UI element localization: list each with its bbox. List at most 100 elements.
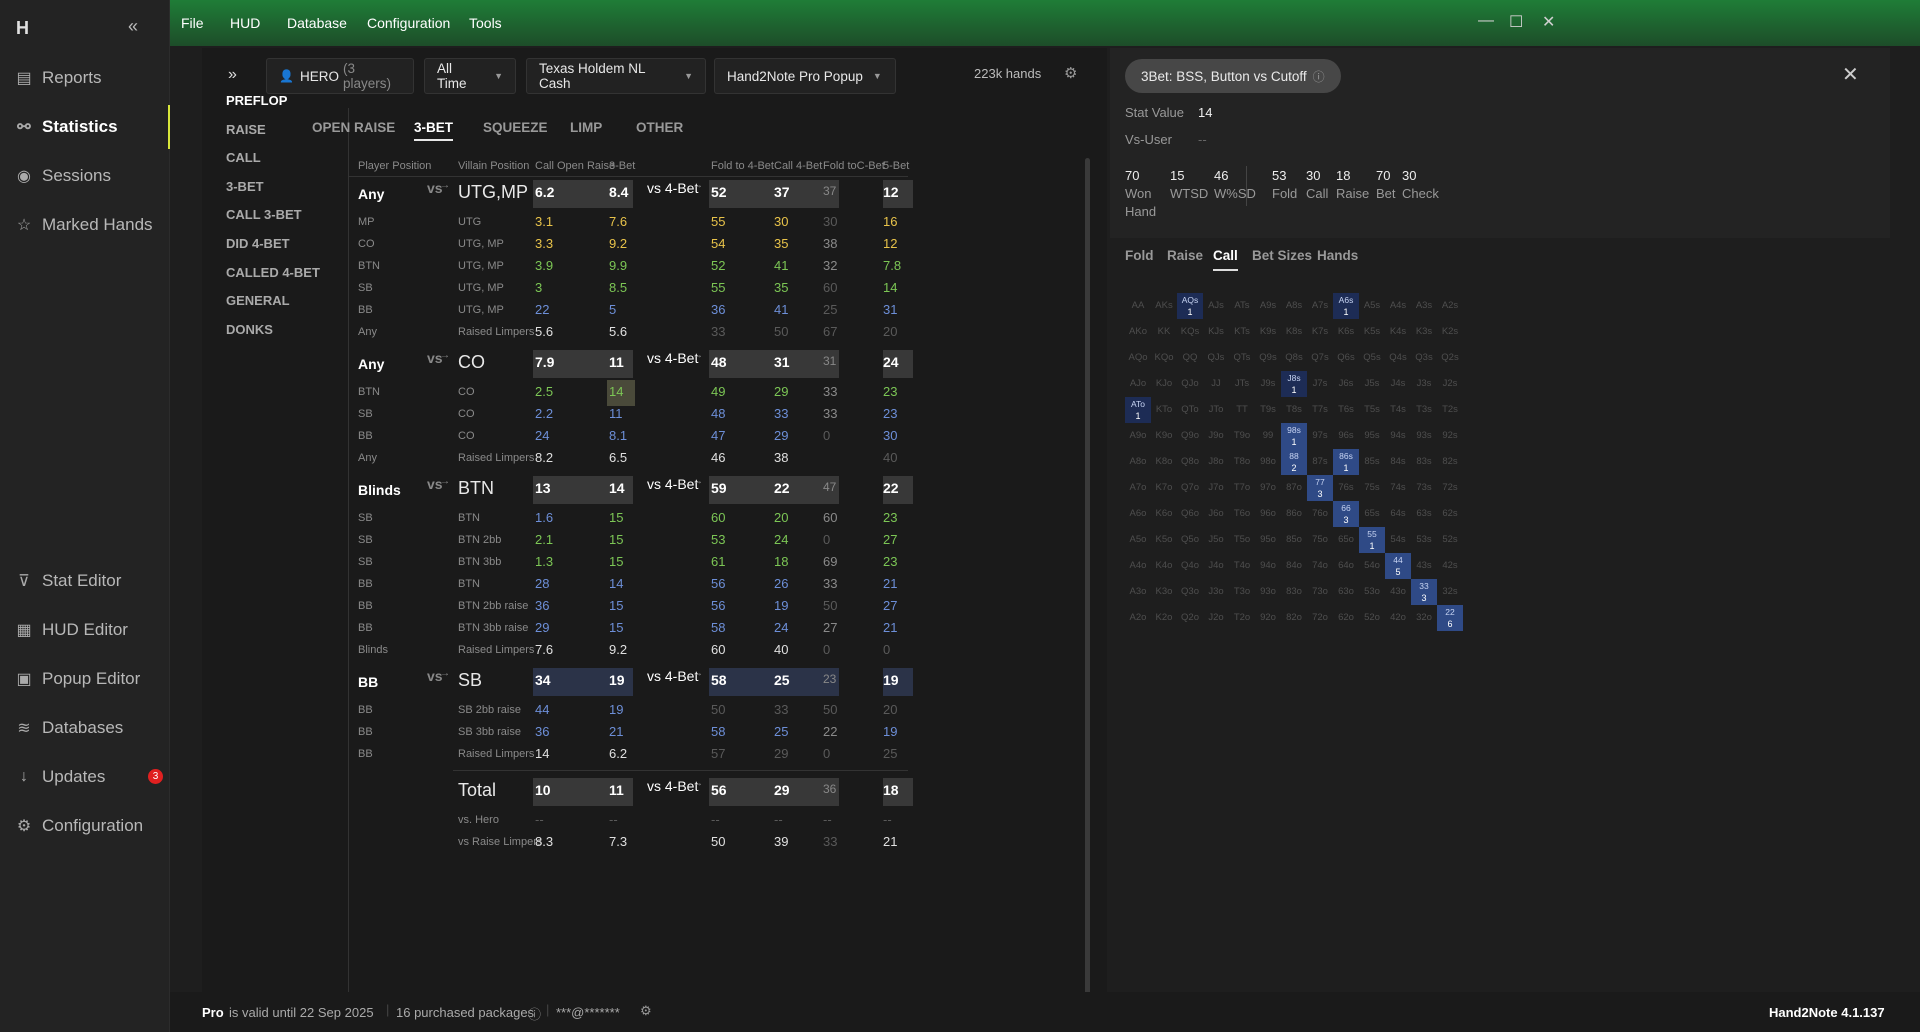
hand-cell[interactable]: T8s (1281, 397, 1307, 423)
hand-cell[interactable]: T8o (1229, 449, 1255, 475)
hand-cell[interactable]: K8o (1151, 449, 1177, 475)
category-3-bet[interactable]: 3-BET (226, 178, 264, 194)
hand-cell[interactable]: 95s (1359, 423, 1385, 449)
hand-cell[interactable]: 53s (1411, 527, 1437, 553)
tab-bet-sizes[interactable]: Bet Sizes (1252, 248, 1313, 263)
hand-cell[interactable]: T2o (1229, 605, 1255, 631)
hand-cell[interactable]: JTo (1203, 397, 1229, 423)
hand-cell[interactable]: 86s 1 (1333, 449, 1359, 475)
hand-cell[interactable]: 93s (1411, 423, 1437, 449)
hand-cell[interactable]: T5o (1229, 527, 1255, 553)
hand-cell[interactable]: 92o (1255, 605, 1281, 631)
hand-cell[interactable]: A8s (1281, 293, 1307, 319)
hand-cell[interactable]: 76s (1333, 475, 1359, 501)
tab-fold[interactable]: Fold (1125, 248, 1154, 263)
table-row[interactable]: BB BTN 2bb raise 36 15 56 19 50 27 (348, 594, 1068, 620)
tab-open-raise[interactable]: OPEN RAISE (312, 120, 396, 135)
hand-cell[interactable]: 85o (1281, 527, 1307, 553)
hand-cell[interactable]: T7o (1229, 475, 1255, 501)
hand-cell[interactable]: 33 3 (1411, 579, 1437, 605)
menu-database[interactable]: Database (287, 15, 347, 31)
table-row[interactable]: MP UTG 3.1 7.6 55 30 30 16 (348, 210, 1068, 236)
hand-cell[interactable]: 42s (1437, 553, 1463, 579)
hand-cell[interactable]: 54s (1385, 527, 1411, 553)
hand-cell[interactable]: T7s (1307, 397, 1333, 423)
hand-cell[interactable]: 95o (1255, 527, 1281, 553)
hand-cell[interactable]: 32o (1411, 605, 1437, 631)
hand-cell[interactable]: 62s (1437, 501, 1463, 527)
hand-cell[interactable]: K9s (1255, 319, 1281, 345)
table-row[interactable]: SB UTG, MP 3 8.5 55 35 60 14 (348, 276, 1068, 302)
hand-cell[interactable]: QJo (1177, 371, 1203, 397)
hand-cell[interactable]: 85s (1359, 449, 1385, 475)
hand-cell[interactable]: Q4o (1177, 553, 1203, 579)
hand-cell[interactable]: 94o (1255, 553, 1281, 579)
info-icon[interactable]: ⓘ (528, 1007, 542, 1022)
hand-cell[interactable]: Q5o (1177, 527, 1203, 553)
hand-cell[interactable]: A9s (1255, 293, 1281, 319)
hand-cell[interactable]: AA (1125, 293, 1151, 319)
hand-cell[interactable]: 92s (1437, 423, 1463, 449)
hand-cell[interactable]: 74s (1385, 475, 1411, 501)
hand-cell[interactable]: Q9s (1255, 345, 1281, 371)
hand-cell[interactable]: Q5s (1359, 345, 1385, 371)
table-row[interactable]: vs Raise Limpers 8.3 7.3 50 39 33 21 (348, 830, 1068, 856)
hand-cell[interactable]: 63s (1411, 501, 1437, 527)
hand-cell[interactable]: T5s (1359, 397, 1385, 423)
hand-cell[interactable]: J5o (1203, 527, 1229, 553)
hand-cell[interactable]: KJo (1151, 371, 1177, 397)
hand-cell[interactable]: K7s (1307, 319, 1333, 345)
hand-cell[interactable]: A2s (1437, 293, 1463, 319)
tab-hands[interactable]: Hands (1317, 248, 1359, 263)
menu-hud[interactable]: HUD (230, 15, 261, 31)
hand-cell[interactable]: KTs (1229, 319, 1255, 345)
hand-cell[interactable]: 62o (1333, 605, 1359, 631)
table-row[interactable]: BB BTN 3bb raise 29 15 58 24 27 21 (348, 616, 1068, 642)
hand-cell[interactable]: 54o (1359, 553, 1385, 579)
hand-cell[interactable]: A4o (1125, 553, 1151, 579)
hand-cell[interactable]: A5o (1125, 527, 1151, 553)
hand-cell[interactable]: J8o (1203, 449, 1229, 475)
table-row[interactable]: vs. Hero -- -- -- -- -- -- (348, 808, 1068, 834)
hand-cell[interactable]: T9o (1229, 423, 1255, 449)
hand-cell[interactable]: 22 6 (1437, 605, 1463, 631)
tab-other[interactable]: OTHER (636, 120, 684, 135)
hand-cell[interactable]: A3o (1125, 579, 1151, 605)
scrollbar[interactable] (1085, 158, 1090, 1008)
hand-cell[interactable]: 94s (1385, 423, 1411, 449)
category-called-4-bet[interactable]: CALLED 4-BET (226, 264, 320, 280)
hand-cell[interactable]: Q7s (1307, 345, 1333, 371)
table-row[interactable]: SB CO 2.2 11 48 33 33 23 (348, 402, 1068, 428)
hand-cell[interactable]: 83s (1411, 449, 1437, 475)
hand-cell[interactable]: A6s 1 (1333, 293, 1359, 319)
hand-cell[interactable]: A8o (1125, 449, 1151, 475)
table-row[interactable]: Any Raised Limpers 8.2 6.5 46 38 40 (348, 446, 1068, 472)
hand-cell[interactable]: K8s (1281, 319, 1307, 345)
expand-icon[interactable]: » (228, 66, 237, 83)
hand-cell[interactable]: T6o (1229, 501, 1255, 527)
hand-cell[interactable]: A5s (1359, 293, 1385, 319)
hand-cell[interactable]: KQo (1151, 345, 1177, 371)
hand-cell[interactable]: KQs (1177, 319, 1203, 345)
table-row[interactable]: SB BTN 1.6 15 60 20 60 23 (348, 506, 1068, 532)
hand-cell[interactable]: 43o (1385, 579, 1411, 605)
hand-cell[interactable]: 65s (1359, 501, 1385, 527)
hand-cell[interactable]: K4s (1385, 319, 1411, 345)
hand-cell[interactable]: 77 3 (1307, 475, 1333, 501)
hand-cell[interactable]: 99 (1255, 423, 1281, 449)
hand-cell[interactable]: Q6s (1333, 345, 1359, 371)
hand-cell[interactable]: T3o (1229, 579, 1255, 605)
hand-cell[interactable]: K5o (1151, 527, 1177, 553)
hand-cell[interactable]: KJs (1203, 319, 1229, 345)
hand-cell[interactable]: QQ (1177, 345, 1203, 371)
hand-cell[interactable]: Q7o (1177, 475, 1203, 501)
table-group-row[interactable]: Any vs → CO 7.9 11 48 31 31 24 vs 4-Bet → (348, 350, 1068, 378)
hand-cell[interactable]: A6o (1125, 501, 1151, 527)
minimize-icon[interactable]: — (1478, 12, 1494, 29)
hand-cell[interactable]: J6o (1203, 501, 1229, 527)
collapse-sidebar-icon[interactable]: « (128, 16, 139, 36)
hand-cell[interactable]: J9o (1203, 423, 1229, 449)
table-row[interactable]: BB SB 2bb raise 44 19 50 33 50 20 (348, 698, 1068, 724)
hand-cell[interactable]: T9s (1255, 397, 1281, 423)
hand-cell[interactable]: 72o (1307, 605, 1333, 631)
